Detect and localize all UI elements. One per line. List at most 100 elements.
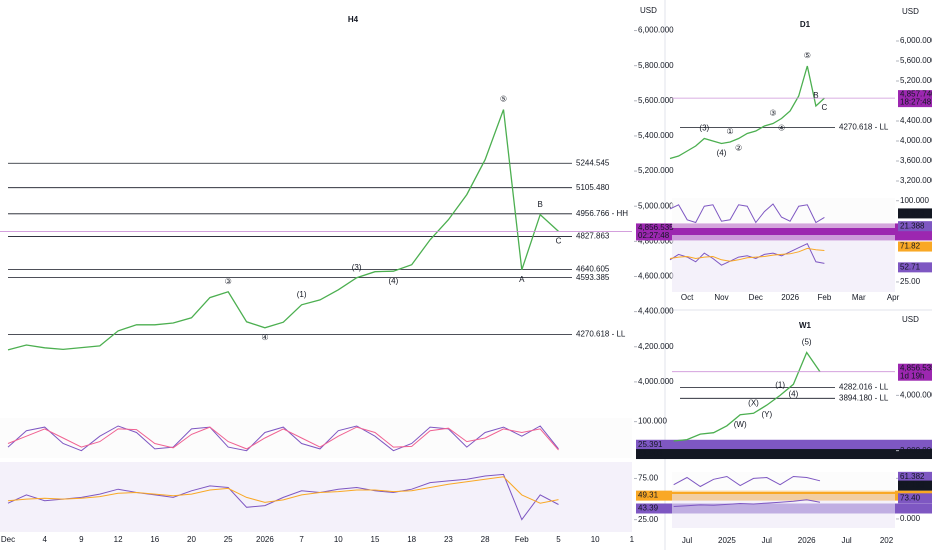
- wave-label: ②: [735, 144, 742, 153]
- rsi-line: [7, 473, 559, 521]
- x-tick-label: 16: [150, 535, 159, 544]
- level-label: 5105.480: [576, 183, 610, 192]
- x-tick-label: 10: [591, 535, 600, 544]
- value-label: 49.31: [638, 491, 659, 500]
- y-tick-label: 5,400.000: [638, 131, 674, 140]
- wave-label: ⑤: [804, 51, 811, 60]
- level-label: 4270.618 - LL: [839, 123, 889, 132]
- wave-label: ④: [261, 333, 268, 342]
- y-tick-label: 4,400.000: [638, 307, 674, 316]
- x-tick-label: Jul: [682, 536, 692, 545]
- x-tick-label: 10: [334, 535, 343, 544]
- wave-label: (3): [352, 263, 362, 272]
- pane-band: [672, 472, 895, 492]
- wave-label: ③: [769, 109, 776, 118]
- chart-title: D1: [800, 20, 811, 29]
- value-label: 43.39: [638, 504, 659, 513]
- rsi-line: [669, 243, 825, 266]
- y-tick-label: 25.00: [638, 515, 659, 524]
- value-label: 52.71: [900, 262, 921, 271]
- stochastic-line: [669, 203, 825, 224]
- value-label: 38.823: [900, 209, 925, 218]
- x-tick-label: Dec: [1, 535, 15, 544]
- x-tick-label: Mar: [852, 293, 866, 302]
- value-box: [898, 493, 932, 504]
- y-tick-label: 100.000: [900, 196, 929, 205]
- price-line: [7, 109, 559, 351]
- value-box: [898, 221, 932, 232]
- value-box: [636, 449, 932, 460]
- wave-label: (1): [297, 290, 307, 299]
- y-tick-label: 100.000: [638, 417, 667, 426]
- level-label: 4827.863: [576, 232, 610, 241]
- value-label: 73.40: [900, 493, 921, 502]
- wave-label: C: [556, 237, 562, 246]
- x-tick-label: Jul: [841, 536, 851, 545]
- rsi-line: [673, 499, 821, 507]
- y-tick-label: 5,800.000: [638, 61, 674, 70]
- x-tick-label: 20: [187, 535, 196, 544]
- pane-band: [672, 235, 895, 292]
- wave-label: (3): [699, 124, 709, 133]
- wave-label: C: [822, 103, 828, 112]
- stochastic-line: [673, 475, 821, 488]
- value-box: [898, 480, 932, 491]
- pane-band: [672, 494, 895, 528]
- x-tick-label: 12: [114, 535, 123, 544]
- wave-label: ③: [225, 277, 232, 286]
- value-box: [898, 208, 932, 219]
- value-box: [898, 241, 932, 252]
- countdown: 02:27:48: [638, 231, 670, 240]
- value-label: 71.82: [900, 242, 921, 251]
- y-tick-label: 4,000.000: [900, 390, 932, 399]
- wave-label: (1): [775, 380, 785, 389]
- value-label: 21.388: [900, 221, 925, 230]
- last-price: 4,856.535: [900, 363, 932, 372]
- value-box: [898, 471, 932, 482]
- y-tick-label: 5,200.000: [638, 166, 674, 175]
- stochastic-line: [7, 425, 559, 452]
- countdown: 18:27:48: [900, 98, 932, 107]
- level-label: 5244.545: [576, 158, 610, 167]
- level-label: 4282.016 - LL: [839, 383, 889, 392]
- y-tick-label: 6,000.000: [638, 26, 674, 35]
- x-tick-label: 7: [299, 535, 304, 544]
- y-tick-label: 3,600.000: [900, 156, 932, 165]
- countdown: 1d 19h: [900, 371, 924, 380]
- price-line: [673, 351, 821, 442]
- wave-label: ④: [778, 124, 785, 133]
- y-tick-label: 6,000.000: [900, 36, 932, 45]
- x-tick-label: 9: [79, 535, 84, 544]
- wave-label: (X): [748, 398, 759, 407]
- y-tick-label: 3,200.000: [900, 176, 932, 185]
- currency: USD: [640, 6, 657, 15]
- x-tick-label: 5: [556, 535, 561, 544]
- x-tick-label: 2026: [781, 293, 799, 302]
- last-price: 4,856.535: [638, 223, 674, 232]
- x-tick-label: Oct: [681, 293, 694, 302]
- value-box: [898, 262, 932, 273]
- x-tick-label: 2026: [798, 536, 816, 545]
- wave-label: (4): [789, 389, 799, 398]
- wave-label: (W): [734, 420, 747, 429]
- currency: USD: [902, 7, 919, 16]
- y-tick-label: 5,000.000: [638, 201, 674, 210]
- x-tick-label: 2025: [718, 536, 736, 545]
- y-tick-label: 2,000.000: [900, 446, 932, 455]
- x-tick-label: 28: [481, 535, 490, 544]
- x-tick-label: 2026: [256, 535, 274, 544]
- x-tick-label: Apr: [887, 293, 900, 302]
- y-tick-label: 5,200.000: [900, 76, 932, 85]
- y-tick-label: 4,800.000: [638, 236, 674, 245]
- y-tick-label: 5,600.000: [638, 96, 674, 105]
- currency: USD: [902, 315, 919, 324]
- wave-label: (5): [802, 338, 812, 347]
- value-label: 61.382: [900, 472, 925, 481]
- x-tick-label: 4: [42, 535, 47, 544]
- stochastic-line: [7, 426, 559, 451]
- value-label: 25.391: [638, 440, 663, 449]
- wave-label: B: [537, 200, 542, 209]
- y-tick-label: 4,200.000: [638, 342, 674, 351]
- x-tick-label: Feb: [515, 535, 529, 544]
- rsi-line: [7, 476, 559, 504]
